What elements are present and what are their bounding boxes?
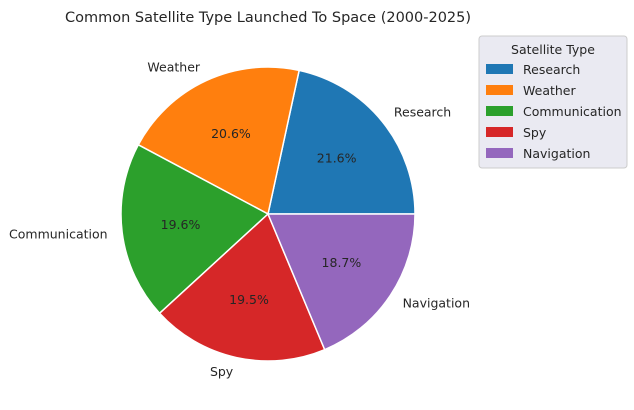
pie-slice-research	[267, 69, 416, 215]
legend-label-research: Research	[523, 62, 580, 77]
percent-label-communication: 19.6%	[161, 217, 201, 232]
legend-frame	[478, 35, 628, 169]
percent-label-research: 21.6%	[317, 151, 357, 166]
category-label-navigation: Navigation	[403, 296, 470, 311]
legend-swatch-weather	[486, 85, 513, 95]
legend: Satellite Type Research Weather Communicat…	[478, 35, 628, 169]
legend-label-navigation: Navigation	[523, 146, 590, 161]
pie-slice-weather	[137, 66, 300, 215]
percent-label-spy: 19.5%	[229, 292, 269, 307]
legend-swatch-communication	[486, 106, 513, 116]
chart-title: Common Satellite Type Launched To Space …	[65, 10, 471, 26]
legend-label-weather: Weather	[523, 83, 576, 98]
percent-label-weather: 20.6%	[211, 126, 251, 141]
legend-title: Satellite Type	[511, 42, 595, 57]
category-label-communication: Communication	[9, 226, 108, 241]
category-label-spy: Spy	[210, 364, 234, 379]
pie-slice-spy	[158, 213, 326, 362]
pie-slice-navigation	[267, 213, 416, 351]
legend-swatch-research	[486, 64, 513, 74]
legend-swatch-navigation	[486, 148, 513, 158]
pie-slice-communication	[120, 144, 269, 315]
percent-label-navigation: 18.7%	[322, 255, 362, 270]
pie-slices	[120, 66, 416, 362]
category-label-research: Research	[394, 105, 451, 120]
legend-label-spy: Spy	[523, 125, 547, 140]
category-label-weather: Weather	[147, 59, 200, 74]
legend-label-communication: Communication	[523, 104, 622, 119]
pie-labels: Research 21.6% Weather 20.6% Communication 19…	[9, 59, 470, 379]
legend-swatch-spy	[486, 127, 513, 137]
